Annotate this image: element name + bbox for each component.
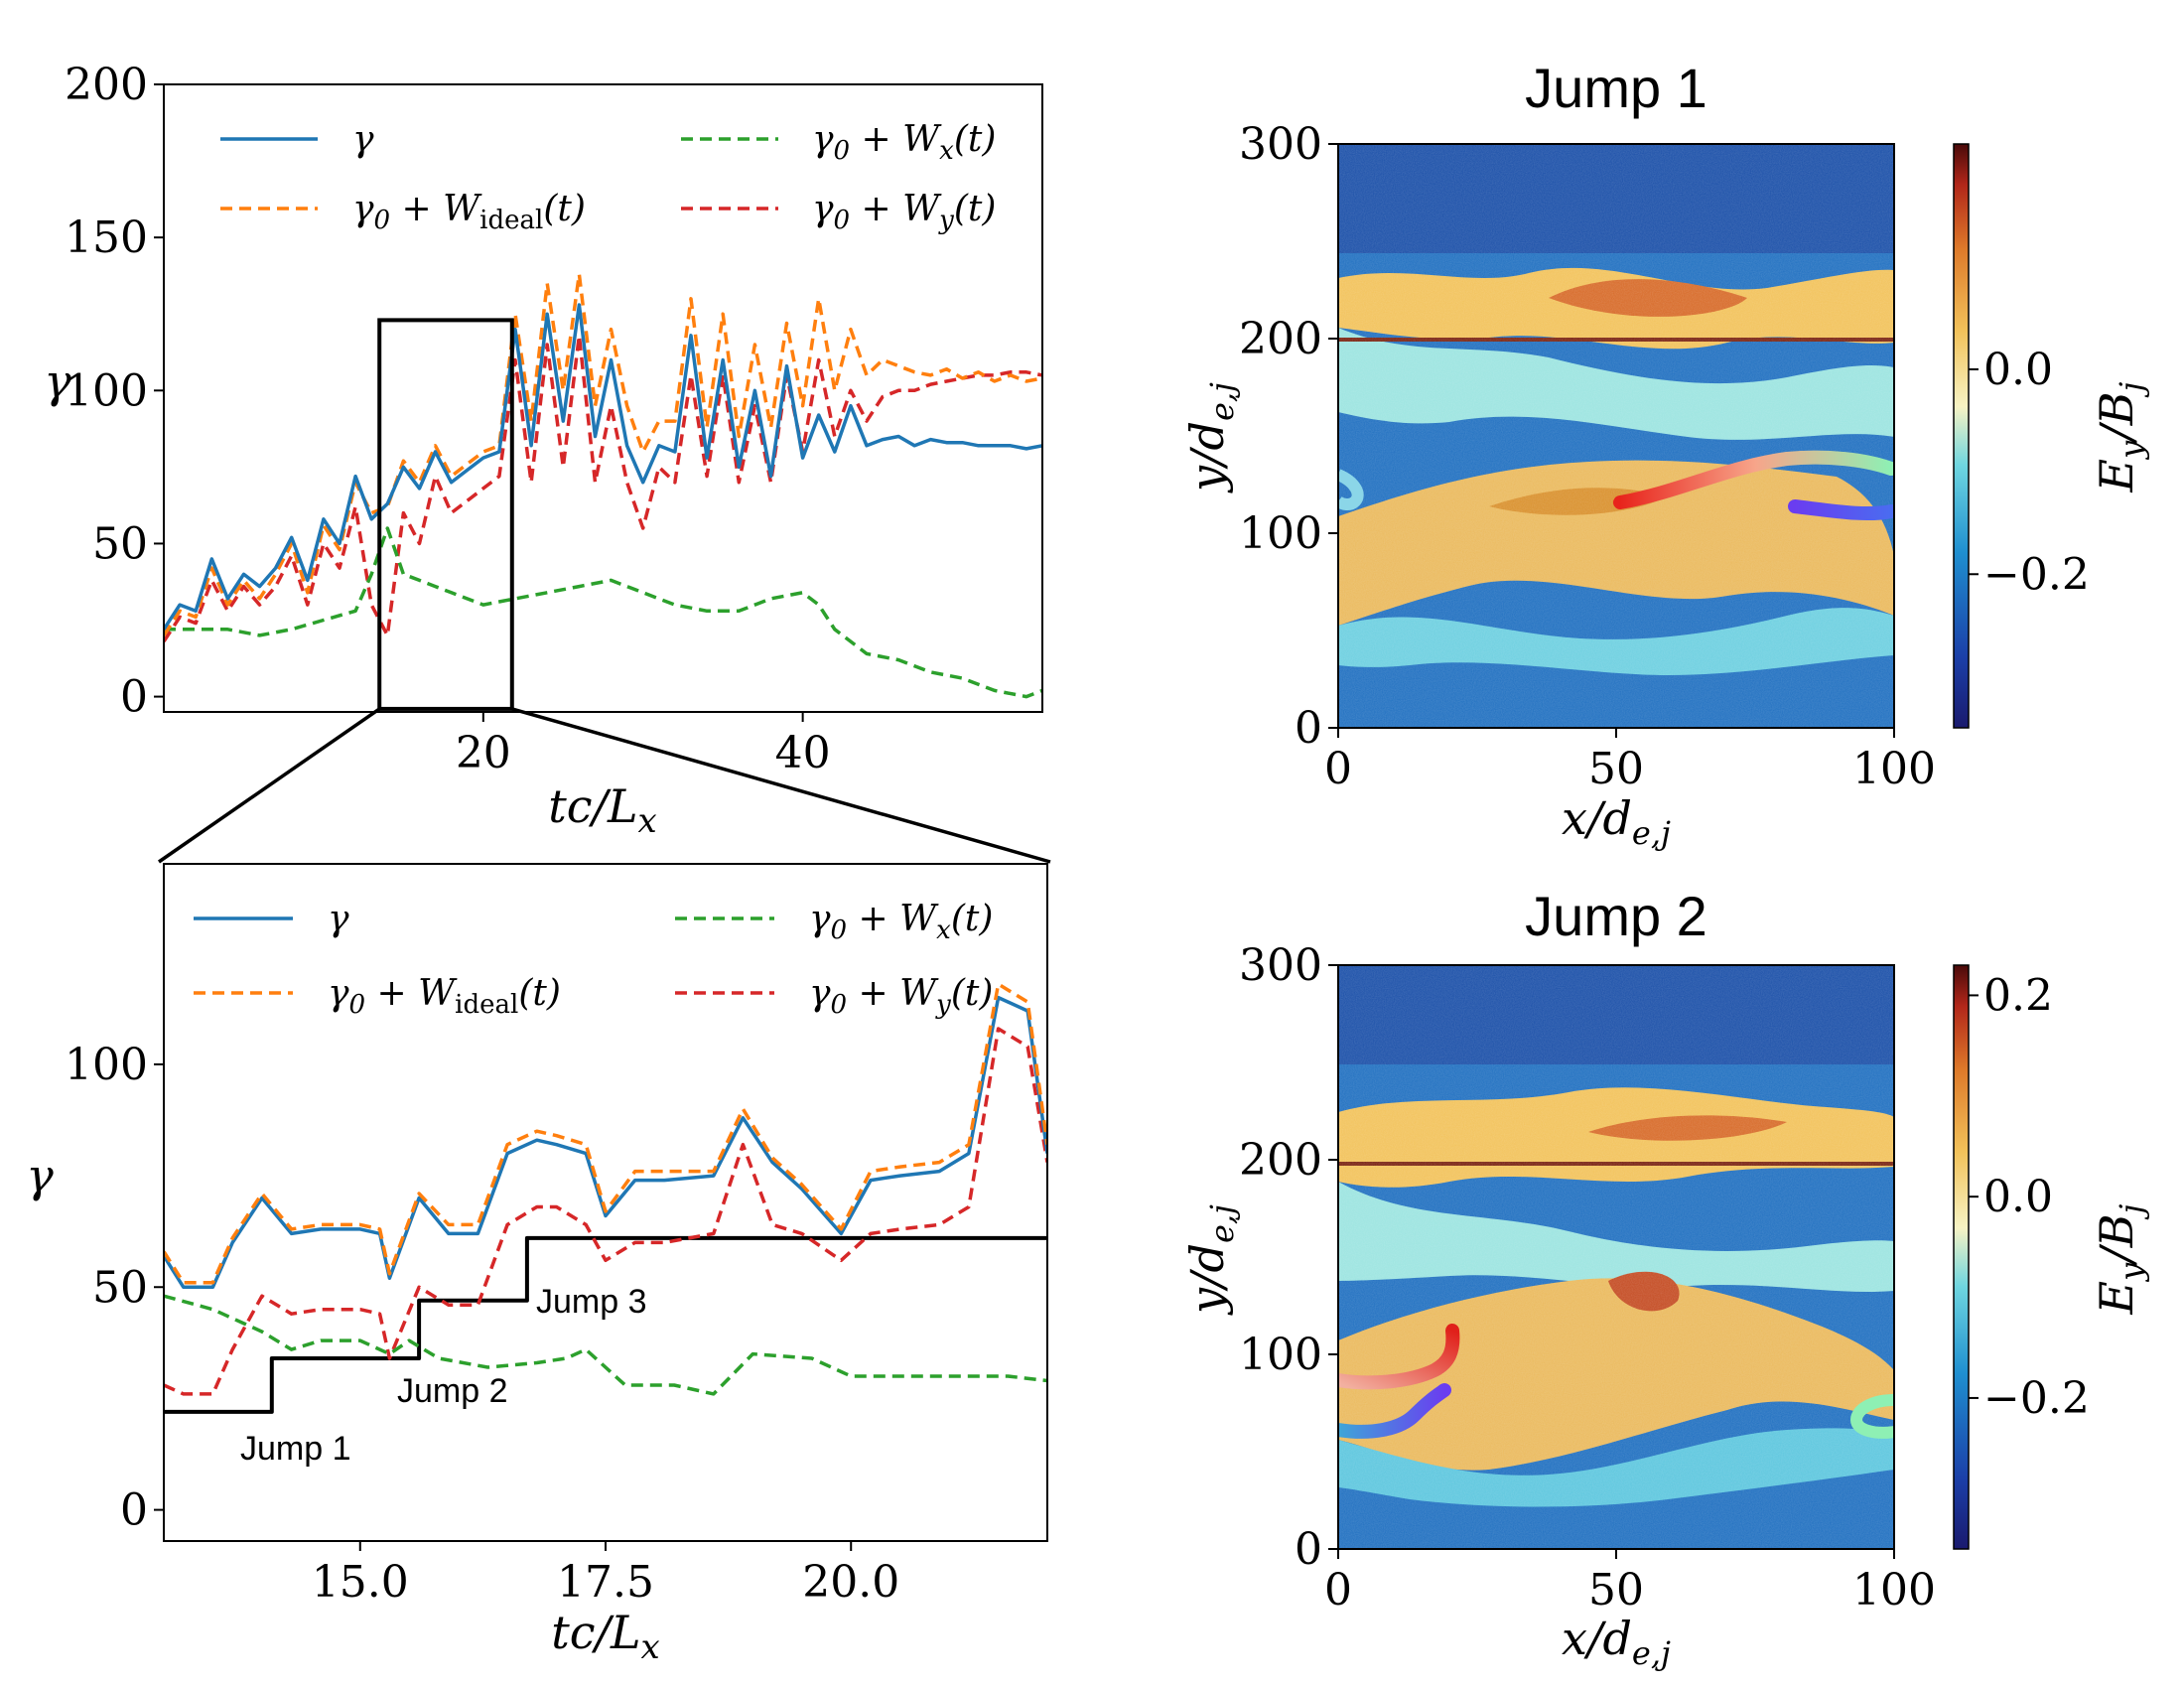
colorbar-tick-label: 0.2: [1983, 970, 2053, 1021]
trajectory-particle-wrap: [1338, 469, 1364, 510]
zoom-connector-left: [158, 707, 381, 864]
top-left-series: [164, 272, 1042, 699]
legend-gamma: γ: [328, 899, 349, 939]
y-tick-label: 50: [92, 518, 148, 569]
x-tick-label: 17.5: [557, 1557, 654, 1608]
heatmap-jump-1-xlabel: x/de,j: [1562, 791, 1671, 852]
trajectory-particle-b: [1788, 499, 1894, 521]
series-line-0-w-y-t: [164, 334, 1042, 643]
y-tick-label: 0: [120, 672, 148, 723]
x-tick-label: 40: [775, 728, 831, 778]
y-tick-label: 100: [1239, 1330, 1322, 1380]
bottom-left-ticks: 15.0 17.5 20.0 0 50 100: [65, 1040, 899, 1608]
y-tick-label: 200: [1239, 314, 1322, 364]
x-tick-label: 100: [1852, 1565, 1936, 1616]
x-tick-label: 50: [1588, 744, 1644, 794]
annotation-jump-2: Jump 2: [397, 1372, 508, 1410]
colorbar-jump-2: [1953, 964, 1970, 1550]
colorbar-tick-label: −0.2: [1983, 1373, 2090, 1424]
x-tick-label: 100: [1852, 744, 1936, 794]
bottom-left-xlabel: tc/Lx: [551, 1606, 659, 1667]
trajectory-particle-wrap: [1849, 1394, 1894, 1439]
bottom-left-ylabel: γ: [26, 1149, 54, 1202]
x-tick-label: 15.0: [312, 1557, 409, 1608]
legend-wy: γ0 + Wy(t): [812, 189, 996, 235]
y-tick-label: 150: [65, 212, 148, 263]
legend-gamma: γ: [352, 119, 374, 160]
x-tick-label: 20: [456, 728, 511, 778]
colorbar-tick-label: 0.0: [1983, 1172, 2053, 1222]
heatmap-jump-1-field: [1338, 144, 1894, 728]
trajectory-particle-b: [1338, 1383, 1451, 1439]
x-tick-label: 50: [1588, 1565, 1644, 1616]
series-line-gamma: [164, 995, 1047, 1290]
colorbar-jump-2-ticks: 0.2 0.0 −0.2: [1969, 970, 2090, 1424]
annotation-jump-1: Jump 1: [240, 1430, 351, 1468]
trajectory-particle-a: [1613, 450, 1894, 509]
y-tick-label: 0: [120, 1485, 148, 1536]
colorbar-tick-label: −0.2: [1983, 549, 2090, 600]
trajectory-particle-a: [1338, 1324, 1460, 1390]
y-tick-label: 300: [1239, 940, 1322, 991]
heatmap-jump-1-title: Jump 1: [1525, 57, 1707, 119]
heatmap-jump-2-title: Jump 2: [1525, 885, 1707, 947]
bottom-left-series: [164, 982, 1047, 1414]
legend-wy: γ0 + Wy(t): [809, 973, 993, 1020]
top-left-chart: 20 40 0 50 100 150 200 tc/Lx γ γ γ0 + Wideal(t…: [44, 60, 1043, 841]
series-line-0-w-ideal-t: [164, 982, 1047, 1285]
y-tick-label: 0: [1295, 1524, 1322, 1575]
series-line-gamma: [164, 303, 1042, 631]
heatmap-jump-2: Jump 2 0 50 100 0 100 200 300 x/de,j y/de,j 0.…: [1180, 885, 2150, 1672]
heatmap-jump-2-field: [1338, 965, 1894, 1549]
heatmap-jump-1-ylabel: y/de,j: [1180, 382, 1241, 493]
legend-wx: γ0 + Wx(t): [812, 119, 996, 166]
colorbar-jump-2-label: Ey/Bj: [2090, 1203, 2150, 1315]
zoom-connector-right: [511, 707, 1051, 864]
y-tick-label: 200: [1239, 1135, 1322, 1186]
top-left-frame: [163, 83, 1043, 713]
top-left-ticks: 20 40 0 50 100 150 200: [65, 60, 831, 778]
heatmap-jump-1-ticks: 0 50 100 0 100 200 300: [1239, 119, 1936, 794]
series-line-0-w-x-t: [164, 1294, 1047, 1396]
top-left-legend: γ γ0 + Wideal(t) γ0 + Wx(t) γ0 + Wy(t): [220, 119, 996, 235]
zoom-box: [377, 318, 514, 711]
y-tick-label: 0: [1295, 703, 1322, 754]
y-tick-label: 100: [65, 365, 148, 416]
heatmap-jump-2-xlabel: x/de,j: [1562, 1612, 1671, 1672]
colorbar-tick-label: 0.0: [1983, 345, 2053, 395]
series-line-0-w-ideal-t: [164, 272, 1042, 636]
annotation-jump-3: Jump 3: [536, 1283, 647, 1321]
bottom-left-legend: γ γ0 + Wideal(t) γ0 + Wx(t) γ0 + Wy(t): [194, 899, 993, 1020]
series-line-threshold-steps: [164, 1235, 1047, 1414]
top-left-ylabel: γ: [44, 354, 71, 408]
series-line-0-w-x-t: [164, 526, 1042, 699]
colorbar-jump-1-ticks: 0.0 −0.2: [1969, 345, 2090, 600]
y-tick-label: 200: [65, 60, 148, 110]
series-line-0-w-y-t: [164, 1027, 1047, 1396]
legend-ideal: γ0 + Wideal(t): [328, 973, 561, 1020]
legend-ideal: γ0 + Wideal(t): [352, 189, 586, 235]
heatmap-jump-2-ylabel: y/de,j: [1180, 1204, 1241, 1316]
legend-wx: γ0 + Wx(t): [809, 899, 993, 945]
top-left-xlabel: tc/Lx: [548, 779, 656, 841]
colorbar-jump-1-label: Ey/Bj: [2090, 381, 2150, 492]
colorbar-jump-1: [1953, 143, 1970, 729]
heatmap-jump-2-ticks: 0 50 100 0 100 200 300: [1239, 940, 1936, 1616]
bottom-left-chart: 15.0 17.5 20.0 0 50 100 tc/Lx γ Jump 1 Jump 2…: [26, 863, 1048, 1667]
heatmap-jump-1: Jump 1 0 50 100 0 100 200 300 x/de,j y/de,j 0.…: [1180, 57, 2150, 852]
x-tick-label: 0: [1324, 744, 1352, 794]
y-tick-label: 100: [65, 1040, 148, 1090]
y-tick-label: 100: [1239, 508, 1322, 559]
y-tick-label: 300: [1239, 119, 1322, 170]
x-tick-label: 0: [1324, 1565, 1352, 1616]
x-tick-label: 20.0: [802, 1557, 899, 1608]
y-tick-label: 50: [92, 1262, 148, 1313]
